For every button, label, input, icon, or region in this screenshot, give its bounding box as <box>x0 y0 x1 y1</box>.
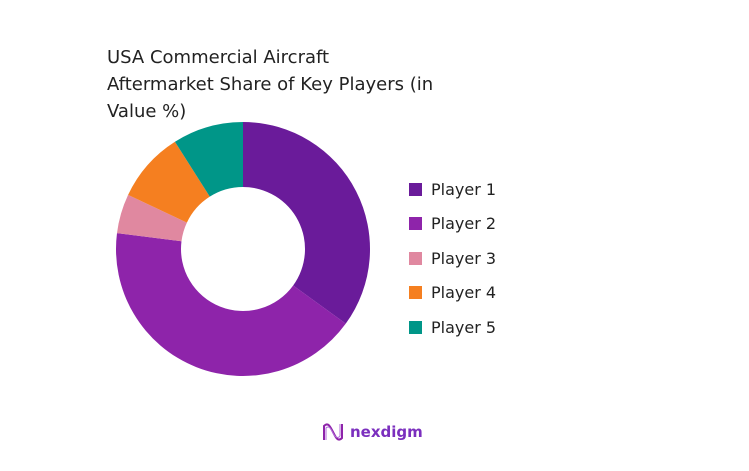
logo-text: nexdigm <box>350 423 423 441</box>
legend-swatch <box>409 286 422 300</box>
legend-item: Player 4 <box>409 276 496 311</box>
legend-swatch <box>409 320 422 334</box>
legend-swatch <box>409 182 422 196</box>
slice-player-5 <box>174 122 243 197</box>
legend-label: Player 2 <box>431 214 497 234</box>
legend-item: Player 1 <box>409 172 496 207</box>
slice-player-2 <box>116 233 346 376</box>
legend-label: Player 5 <box>431 317 497 337</box>
legend-label: Player 3 <box>431 248 497 268</box>
legend-item: Player 5 <box>409 310 496 345</box>
legend-item: Player 3 <box>409 241 496 276</box>
legend-swatch <box>409 217 422 231</box>
legend-item: Player 2 <box>409 207 496 242</box>
slice-player-4 <box>128 141 210 223</box>
legend-swatch <box>409 251 422 265</box>
legend: Player 1 Player 2 Player 3 Player 4 Player 5 <box>409 172 496 345</box>
legend-label: Player 4 <box>431 283 497 303</box>
slice-player-1 <box>243 122 370 324</box>
logo-wave-icon <box>323 423 343 441</box>
chart-title: USA Commercial Aircraft Aftermarket Shar… <box>107 47 434 122</box>
slice-player-3 <box>117 194 187 242</box>
nexdigm-logo: nexdigm <box>322 422 423 442</box>
legend-label: Player 1 <box>431 179 497 199</box>
